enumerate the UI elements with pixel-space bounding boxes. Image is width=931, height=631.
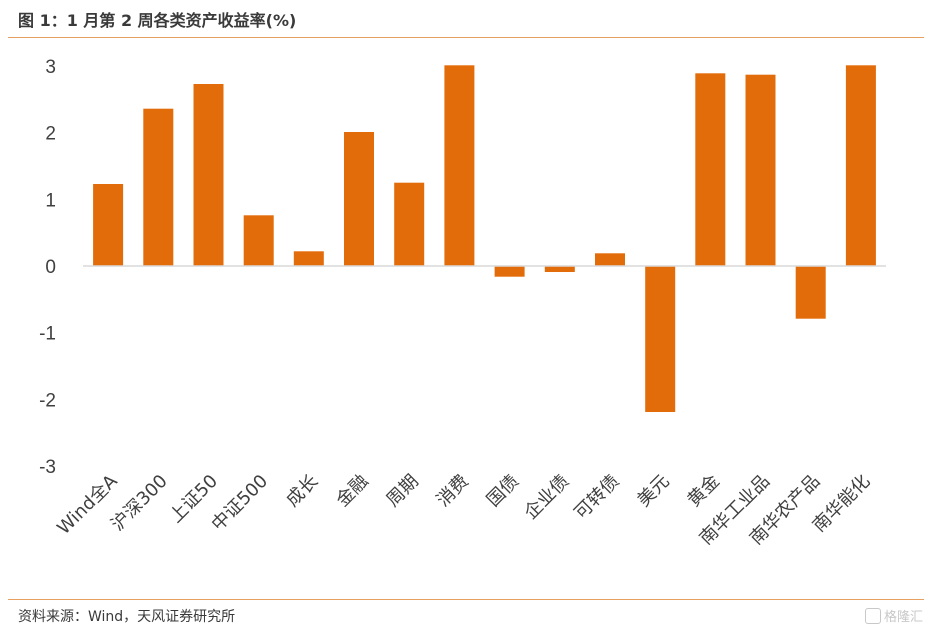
bar <box>795 266 826 319</box>
title-divider <box>8 37 924 38</box>
y-axis-ticks: 3 2 1 0 -1 -2 -3 <box>39 57 56 478</box>
y-tick-label: 3 <box>45 57 56 78</box>
y-tick-label: 2 <box>45 124 56 145</box>
watermark: 格隆汇 <box>864 606 923 625</box>
bar <box>93 184 124 266</box>
bar <box>193 84 224 266</box>
bar <box>444 65 475 266</box>
y-tick-label: 0 <box>45 257 56 278</box>
bar <box>544 266 575 272</box>
bar <box>595 253 625 266</box>
x-tick-label: 企业债 <box>520 471 573 524</box>
x-tick-label: 中证500 <box>208 471 273 536</box>
bar <box>494 266 525 277</box>
x-tick-label: 国债 <box>483 471 523 511</box>
x-tick-label: 黄金 <box>684 471 724 511</box>
watermark-text: 格隆汇 <box>883 610 923 625</box>
x-tick-label: 美元 <box>633 471 673 511</box>
y-tick-label: -3 <box>39 457 56 478</box>
bar <box>143 108 174 266</box>
y-tick-label: -1 <box>39 324 56 345</box>
x-tick-label: 可转债 <box>570 471 623 524</box>
y-tick-label: -2 <box>39 390 56 411</box>
source-note: 资料来源：Wind，天风证券研究所 <box>18 609 236 625</box>
bar-chart: 3 2 1 0 -1 -2 -3 Wind全A沪深300上证50中证500 成长 金融 周期 消费国… <box>39 57 886 549</box>
y-tick-label: 1 <box>45 190 56 211</box>
x-tick-label: Wind全A <box>53 470 122 539</box>
bar <box>344 132 374 266</box>
footer-divider <box>8 599 924 600</box>
watermark-logo-icon <box>864 608 881 624</box>
bar <box>745 74 776 266</box>
bar <box>293 251 324 266</box>
x-tick-label: 金融 <box>332 471 372 511</box>
x-tick-label: 消费 <box>433 471 473 511</box>
bar-series <box>93 65 876 412</box>
bar <box>645 266 676 412</box>
bar <box>845 65 876 266</box>
x-tick-label: 沪深300 <box>107 471 172 536</box>
chart-title: 图 1：1 月第 2 周各类资产收益率(%) <box>18 11 297 30</box>
bar <box>243 215 274 266</box>
x-tick-label: 成长 <box>282 471 322 511</box>
x-tick-label: 周期 <box>382 471 422 511</box>
bar <box>695 73 726 266</box>
bar <box>394 182 425 266</box>
